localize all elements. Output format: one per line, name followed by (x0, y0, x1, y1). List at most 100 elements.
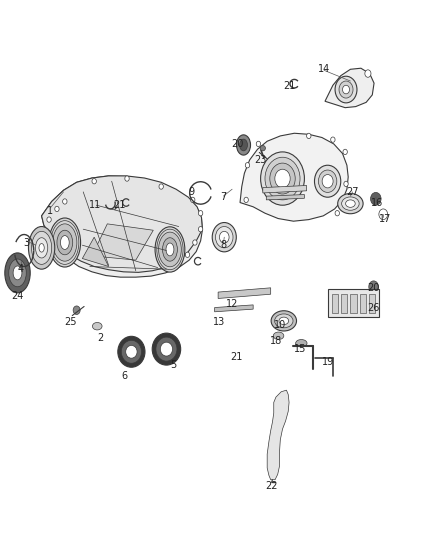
Ellipse shape (5, 253, 30, 293)
Ellipse shape (118, 336, 145, 367)
Ellipse shape (49, 218, 81, 267)
Text: 15: 15 (294, 344, 306, 354)
Ellipse shape (270, 163, 295, 194)
Ellipse shape (371, 192, 381, 205)
Text: 3: 3 (23, 238, 29, 247)
Ellipse shape (296, 340, 307, 347)
Polygon shape (263, 185, 307, 193)
Ellipse shape (9, 259, 26, 287)
FancyBboxPatch shape (360, 294, 366, 313)
Ellipse shape (275, 314, 293, 328)
Ellipse shape (53, 224, 77, 261)
Text: 7: 7 (220, 192, 226, 202)
Ellipse shape (219, 231, 229, 243)
Ellipse shape (338, 193, 363, 214)
Text: 13: 13 (213, 318, 225, 327)
Ellipse shape (245, 163, 250, 168)
Ellipse shape (335, 76, 357, 103)
Polygon shape (42, 176, 202, 277)
Ellipse shape (260, 146, 265, 151)
Ellipse shape (92, 322, 102, 330)
Polygon shape (267, 390, 289, 480)
Ellipse shape (63, 199, 67, 204)
Text: 2: 2 (98, 334, 104, 343)
Ellipse shape (307, 133, 311, 139)
Text: 27: 27 (346, 187, 359, 197)
Ellipse shape (125, 176, 129, 181)
Ellipse shape (193, 240, 197, 245)
Ellipse shape (369, 281, 378, 293)
Ellipse shape (160, 342, 173, 356)
Ellipse shape (121, 341, 141, 364)
Text: 22: 22 (265, 481, 278, 491)
Ellipse shape (265, 157, 300, 200)
FancyBboxPatch shape (350, 294, 357, 313)
Ellipse shape (335, 211, 339, 216)
Ellipse shape (275, 169, 290, 188)
Text: 11: 11 (89, 200, 102, 210)
Polygon shape (92, 224, 153, 260)
Ellipse shape (339, 81, 353, 98)
Ellipse shape (261, 152, 304, 205)
Ellipse shape (73, 306, 80, 314)
Ellipse shape (162, 238, 177, 261)
Polygon shape (82, 237, 109, 266)
Ellipse shape (126, 345, 137, 358)
Ellipse shape (156, 337, 177, 361)
Ellipse shape (28, 227, 55, 269)
Ellipse shape (191, 197, 195, 203)
Text: 23: 23 (254, 155, 267, 165)
FancyBboxPatch shape (328, 289, 379, 317)
Ellipse shape (365, 70, 371, 77)
Text: 26: 26 (367, 303, 379, 313)
Ellipse shape (13, 266, 22, 280)
Ellipse shape (318, 170, 337, 192)
Text: 20: 20 (367, 283, 379, 293)
Text: 24: 24 (11, 291, 24, 301)
Text: 8: 8 (220, 240, 226, 250)
Ellipse shape (342, 197, 359, 211)
Ellipse shape (55, 206, 59, 212)
Text: 21: 21 (283, 82, 295, 91)
Polygon shape (218, 288, 271, 298)
Polygon shape (325, 68, 374, 108)
Ellipse shape (244, 197, 248, 203)
Polygon shape (215, 305, 253, 312)
Text: 10: 10 (274, 320, 286, 330)
Ellipse shape (152, 333, 180, 365)
Text: 21: 21 (230, 352, 243, 362)
Ellipse shape (159, 184, 163, 189)
Text: 16: 16 (371, 198, 383, 207)
Ellipse shape (159, 232, 181, 266)
Ellipse shape (379, 209, 388, 220)
Text: 6: 6 (122, 371, 128, 381)
Ellipse shape (271, 311, 297, 331)
Ellipse shape (215, 227, 233, 248)
Ellipse shape (273, 332, 284, 340)
Ellipse shape (155, 227, 185, 272)
Ellipse shape (60, 236, 69, 249)
Ellipse shape (212, 222, 237, 252)
Ellipse shape (343, 85, 350, 94)
Polygon shape (240, 133, 348, 221)
Ellipse shape (198, 211, 203, 216)
Text: 9: 9 (189, 187, 195, 197)
Ellipse shape (35, 238, 48, 258)
Text: 21: 21 (113, 200, 125, 209)
Ellipse shape (314, 165, 341, 197)
Ellipse shape (240, 139, 247, 151)
Ellipse shape (166, 243, 174, 256)
Ellipse shape (279, 317, 289, 325)
Ellipse shape (322, 174, 333, 188)
Ellipse shape (343, 149, 347, 155)
Ellipse shape (331, 137, 335, 142)
FancyBboxPatch shape (369, 294, 375, 313)
Text: 20: 20 (232, 139, 244, 149)
Text: 4: 4 (18, 264, 24, 274)
Ellipse shape (344, 181, 348, 187)
Text: 5: 5 (170, 360, 176, 370)
Text: 19: 19 (322, 358, 335, 367)
Polygon shape (266, 195, 304, 200)
Ellipse shape (39, 244, 44, 252)
Text: 25: 25 (64, 318, 76, 327)
